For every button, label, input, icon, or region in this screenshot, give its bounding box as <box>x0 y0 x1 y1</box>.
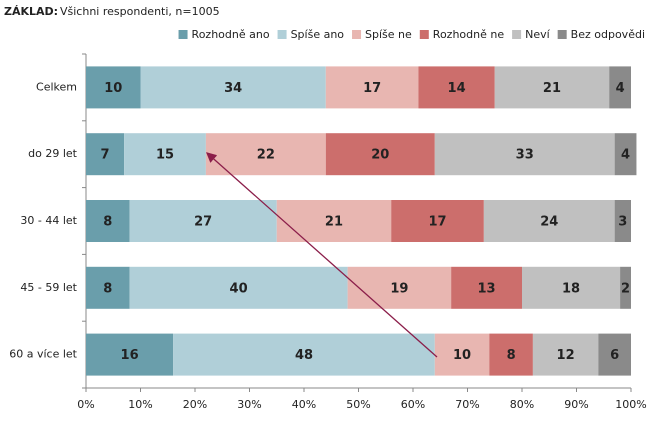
data-label: 20 <box>371 148 389 163</box>
bar-segment <box>129 200 277 242</box>
x-tick-label: 70% <box>455 398 479 411</box>
arrow <box>206 152 438 358</box>
data-label: 10 <box>104 81 122 96</box>
subtitle: Všichni respondenti, n=1005 <box>60 5 220 18</box>
data-label: 10 <box>453 348 471 363</box>
bar-segment <box>451 266 522 309</box>
bar-segment <box>140 66 326 109</box>
bar-segment <box>129 266 348 309</box>
data-label: 48 <box>295 348 313 363</box>
data-label: 8 <box>103 281 112 296</box>
legend: Rozhodně ano Spíše ano Spíše ne Rozhodně ne… <box>178 28 645 41</box>
category-label: do 29 let <box>28 147 78 160</box>
bar-segment <box>325 66 419 109</box>
data-label: 18 <box>562 281 580 296</box>
bar-segment <box>124 133 206 176</box>
legend-swatch <box>557 30 567 39</box>
x-tick-label: 30% <box>237 398 261 411</box>
category-label: 60 a více let <box>9 348 77 361</box>
data-label: 14 <box>448 81 466 96</box>
x-tick-label: 40% <box>292 398 316 411</box>
bar-segment <box>598 333 631 376</box>
bar-segment <box>86 266 130 309</box>
bar-segment <box>418 66 495 109</box>
x-tick-label: 60% <box>401 398 425 411</box>
data-label: 16 <box>121 348 139 363</box>
legend-label: Rozhodně ano <box>192 28 270 41</box>
x-tick-label: 50% <box>346 398 370 411</box>
legend-swatch <box>512 30 522 39</box>
legend-label: Bez odpovědi <box>571 28 645 41</box>
bar-segment <box>347 266 452 309</box>
bar-segment <box>205 133 326 176</box>
data-label: 24 <box>540 215 558 230</box>
bar-segment <box>276 200 392 242</box>
legend-swatch <box>277 30 287 39</box>
data-label: 27 <box>194 215 212 230</box>
data-label: 4 <box>621 148 630 163</box>
x-tick-label: 80% <box>510 398 534 411</box>
data-label: 8 <box>507 348 516 363</box>
bar-segment <box>325 133 435 176</box>
bar-segment <box>434 133 615 176</box>
data-label: 4 <box>616 81 625 96</box>
data-label: 34 <box>224 81 242 96</box>
data-label: 2 <box>621 281 630 296</box>
x-tick-label: 20% <box>183 398 207 411</box>
bar-segment <box>614 133 637 176</box>
bar-segment <box>434 333 490 376</box>
bar-segment <box>86 66 141 109</box>
bar-segment <box>494 66 610 109</box>
x-tick-label: 90% <box>564 398 588 411</box>
data-label: 21 <box>325 215 343 230</box>
data-label: 19 <box>390 281 408 296</box>
bar-segment <box>609 66 631 109</box>
bar-segment <box>614 200 631 242</box>
legend-label: Neví <box>525 28 551 41</box>
bar-segment <box>86 333 174 376</box>
bar-segment <box>173 333 435 376</box>
data-label: 17 <box>428 215 446 230</box>
bar-segment <box>483 200 615 242</box>
legend-swatch <box>352 30 362 39</box>
data-label: 3 <box>618 215 627 230</box>
bar-segment <box>489 333 533 376</box>
data-label: 17 <box>363 81 381 96</box>
bar-segment <box>391 200 484 242</box>
legend-swatch <box>419 30 429 39</box>
category-label: 30 - 44 let <box>20 214 77 227</box>
subtitle-label: ZÁKLAD: <box>4 5 58 18</box>
data-label: 13 <box>478 281 496 296</box>
data-label: 33 <box>516 148 534 163</box>
legend-swatch <box>178 30 188 39</box>
x-tick-label: 100% <box>615 398 646 411</box>
bar-segment <box>620 266 631 309</box>
bar-segment <box>532 333 599 376</box>
data-label: 40 <box>230 281 248 296</box>
bar-segment <box>86 200 130 242</box>
data-label: 22 <box>257 148 275 163</box>
category-label: Celkem <box>36 80 77 93</box>
bar-segment <box>522 266 621 309</box>
data-label: 12 <box>557 348 575 363</box>
legend-label: Spíše ne <box>365 28 412 41</box>
data-label: 6 <box>610 348 619 363</box>
data-label: 7 <box>101 148 110 163</box>
legend-label: Spíše ano <box>291 28 345 41</box>
data-label: 8 <box>103 215 112 230</box>
x-tick-label: 10% <box>128 398 152 411</box>
legend-label: Rozhodně ne <box>433 28 505 41</box>
bar-segment <box>86 133 125 176</box>
data-label: 21 <box>543 81 561 96</box>
category-label: 45 - 59 let <box>20 281 77 294</box>
data-label: 15 <box>156 148 174 163</box>
x-tick-label: 0% <box>77 398 94 411</box>
